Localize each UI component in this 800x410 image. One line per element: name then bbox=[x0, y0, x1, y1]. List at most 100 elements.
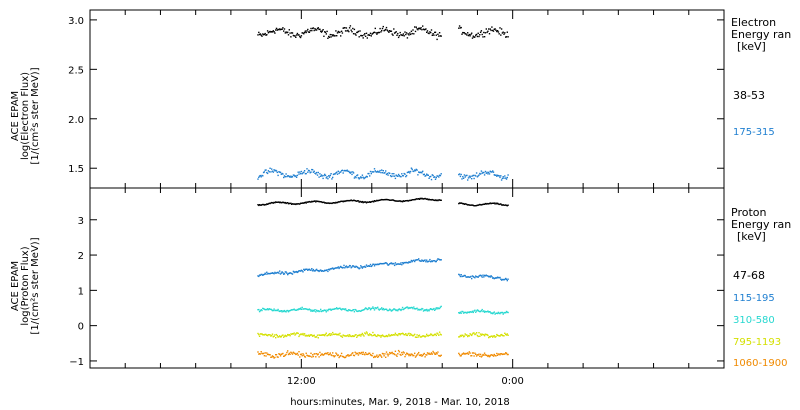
proton-point-3 bbox=[414, 308, 417, 310]
electron-point-1 bbox=[492, 30, 495, 32]
electron-point-1 bbox=[385, 28, 387, 31]
proton-point-1 bbox=[370, 201, 372, 203]
proton-point-2 bbox=[391, 263, 393, 265]
electron-point-2 bbox=[495, 174, 497, 176]
proton-point-3 bbox=[409, 307, 412, 309]
proton-point-1 bbox=[340, 200, 343, 202]
electron-point-1 bbox=[365, 32, 368, 34]
proton-point-4 bbox=[382, 335, 384, 337]
proton-point-1 bbox=[265, 204, 267, 206]
electron-point-2 bbox=[427, 174, 429, 176]
electron-point-1 bbox=[429, 31, 431, 33]
electron-point-2 bbox=[341, 169, 344, 171]
electron-point-1 bbox=[467, 32, 469, 34]
proton-point-5 bbox=[463, 353, 466, 355]
proton-point-2 bbox=[492, 277, 494, 279]
proton-point-2 bbox=[400, 262, 402, 264]
proton-point-4 bbox=[418, 335, 420, 337]
electron-point-2 bbox=[402, 175, 405, 177]
electron-point-2 bbox=[352, 171, 354, 173]
electron-point-1 bbox=[399, 31, 401, 34]
electron-point-2 bbox=[500, 175, 502, 177]
proton-point-4 bbox=[298, 335, 300, 338]
proton-point-1 bbox=[280, 202, 282, 204]
proton-point-5 bbox=[294, 352, 296, 355]
proton-point-2 bbox=[360, 266, 363, 268]
electron-point-1 bbox=[419, 28, 421, 30]
electron-point-1 bbox=[389, 30, 391, 32]
proton-point-3 bbox=[391, 309, 393, 312]
electron-point-1 bbox=[500, 34, 502, 36]
proton-point-1 bbox=[467, 204, 470, 206]
electron-point-2 bbox=[292, 174, 295, 176]
electron-point-2 bbox=[262, 171, 265, 174]
proton-point-5 bbox=[337, 354, 339, 356]
proton-point-5 bbox=[264, 352, 266, 354]
proton-point-3 bbox=[346, 309, 348, 312]
proton-point-5 bbox=[285, 353, 287, 356]
proton-point-2 bbox=[414, 259, 417, 261]
proton-point-4 bbox=[438, 331, 441, 333]
electron-point-1 bbox=[308, 31, 311, 33]
proton-point-3 bbox=[266, 308, 268, 311]
proton-point-3 bbox=[344, 308, 347, 310]
proton-point-2 bbox=[421, 259, 423, 261]
proton-point-5 bbox=[408, 354, 410, 357]
electron-point-1 bbox=[387, 30, 389, 32]
electron-point-1 bbox=[471, 37, 474, 39]
electron-point-2 bbox=[417, 174, 419, 176]
electron-point-1 bbox=[279, 28, 281, 30]
proton-point-5 bbox=[293, 352, 295, 354]
proton-point-4 bbox=[467, 334, 470, 337]
electron-point-2 bbox=[281, 172, 283, 175]
proton-point-1 bbox=[283, 202, 286, 204]
proton-point-1 bbox=[493, 202, 495, 204]
proton-point-2 bbox=[315, 268, 318, 271]
electron-point-2 bbox=[433, 176, 435, 178]
proton-point-1 bbox=[369, 201, 372, 203]
electron-point-1 bbox=[480, 30, 483, 32]
proton-point-3 bbox=[353, 311, 356, 313]
proton-point-5 bbox=[359, 352, 361, 355]
proton-point-5 bbox=[399, 353, 401, 356]
proton-point-1 bbox=[374, 200, 376, 202]
proton-point-4 bbox=[495, 335, 497, 338]
proton-point-1 bbox=[320, 201, 322, 203]
proton-point-1 bbox=[361, 200, 364, 203]
proton-point-4 bbox=[339, 332, 341, 335]
proton-point-3 bbox=[304, 308, 307, 310]
electron-point-2 bbox=[364, 176, 367, 178]
proton-point-2 bbox=[426, 259, 428, 261]
proton-point-1 bbox=[485, 203, 487, 205]
proton-point-2 bbox=[418, 258, 420, 260]
proton-point-2 bbox=[291, 273, 294, 275]
proton-point-3 bbox=[478, 310, 480, 312]
proton-point-5 bbox=[355, 353, 357, 355]
proton-point-4 bbox=[309, 334, 311, 336]
electron-point-1 bbox=[290, 36, 292, 38]
proton-point-2 bbox=[363, 266, 365, 268]
proton-point-1 bbox=[342, 201, 344, 203]
electron-point-2 bbox=[379, 169, 381, 172]
proton-point-1 bbox=[494, 203, 496, 205]
electron-point-1 bbox=[472, 35, 474, 37]
electron-point-1 bbox=[385, 26, 388, 29]
proton-point-2 bbox=[483, 274, 486, 277]
proton-point-2 bbox=[358, 268, 360, 270]
proton-point-4 bbox=[483, 333, 485, 336]
proton-point-1 bbox=[331, 202, 333, 205]
proton-point-3 bbox=[383, 309, 385, 311]
proton-point-3 bbox=[324, 309, 327, 312]
proton-point-5 bbox=[426, 352, 429, 354]
proton-point-1 bbox=[299, 202, 302, 204]
proton-point-1 bbox=[313, 200, 315, 202]
electron-point-2 bbox=[293, 174, 295, 176]
proton-point-4 bbox=[295, 333, 297, 335]
electron-point-1 bbox=[421, 29, 423, 31]
proton-point-5 bbox=[439, 355, 442, 357]
proton-point-3 bbox=[303, 308, 306, 310]
proton-point-5 bbox=[342, 355, 344, 358]
proton-point-5 bbox=[467, 353, 470, 355]
proton-point-4 bbox=[344, 335, 347, 337]
proton-point-4 bbox=[299, 333, 302, 335]
